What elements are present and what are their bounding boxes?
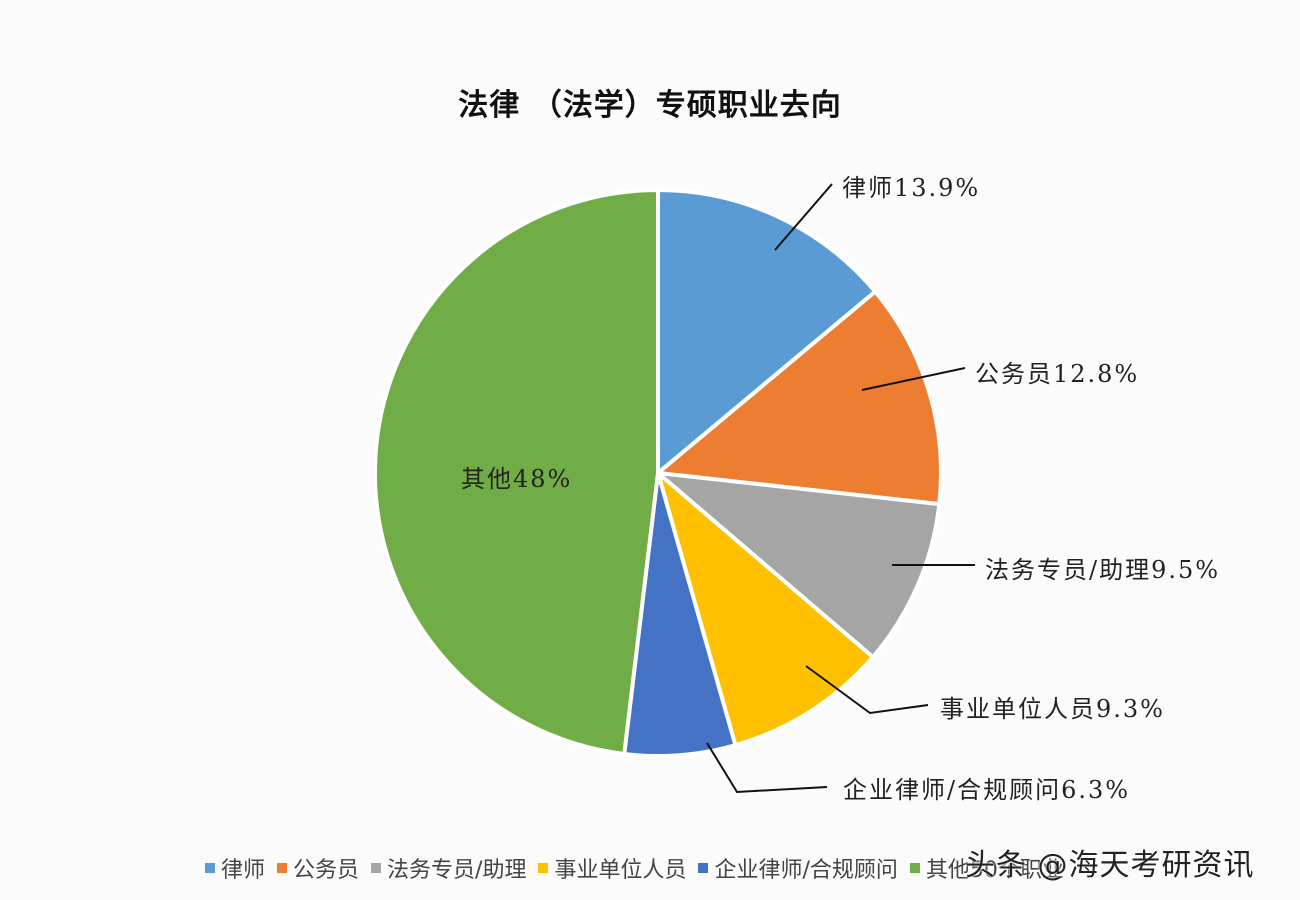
legend-label: 企业律师/合规顾问: [714, 858, 898, 883]
legend-label: 律师: [221, 858, 266, 883]
pie-slices: [373, 187, 943, 758]
leader-line-lawyer: [774, 183, 833, 251]
label-other: 其他48%: [461, 465, 573, 493]
pie-slice-civil-servant[interactable]: [653, 288, 943, 507]
leader-line-corporate: [706, 742, 828, 794]
legend-item-other[interactable]: 其他50个职业: [909, 852, 1064, 884]
label-corporate-counsel: 企业律师/合规顾问6.3%: [843, 776, 1131, 804]
legend-item-institution-staff[interactable]: 事业单位人员: [538, 852, 686, 884]
legend-label: 其他50个职业: [925, 858, 1064, 883]
pie-slice-legal-specialist[interactable]: [651, 470, 942, 660]
pie-slice-lawyer[interactable]: [656, 187, 879, 478]
label-civil-servant: 公务员12.8%: [975, 360, 1140, 388]
legend-item-civil-servant[interactable]: 公务员: [277, 852, 359, 884]
legend-item-corporate-counsel[interactable]: 企业律师/合规顾问: [698, 852, 898, 884]
legend-swatch-icon: [205, 863, 215, 873]
legend-item-lawyer[interactable]: 律师: [205, 852, 265, 884]
legend-swatch-icon: [538, 863, 549, 873]
label-lawyer: 律师13.9%: [842, 174, 981, 202]
legend-label: 事业单位人员: [554, 858, 687, 883]
label-institution-staff: 事业单位人员9.3%: [940, 695, 1165, 723]
legend-swatch-icon: [909, 863, 920, 873]
pie-slice-other[interactable]: [373, 187, 660, 757]
leader-lines: [706, 183, 975, 794]
chart-title: 法律 （法学）专硕职业去向: [458, 88, 842, 123]
leader-line-civil-servant: [861, 367, 966, 391]
legend: 律师 公务员 法务专员/助理 事业单位人员 企业律师/合规顾问 其他50个职业: [205, 852, 1076, 884]
legend-label: 法务专员/助理: [387, 858, 527, 883]
legend-item-legal-specialist[interactable]: 法务专员/助理: [371, 852, 526, 884]
pie-slice-institution-staff[interactable]: [654, 467, 876, 748]
legend-swatch-icon: [371, 863, 382, 873]
legend-swatch-icon: [698, 863, 709, 873]
label-legal-specialist: 法务专员/助理9.5%: [985, 556, 1221, 584]
watermark: 头条 @海天考研资讯: [965, 848, 1255, 883]
leader-line-institution: [805, 665, 929, 715]
legend-label: 公务员: [293, 858, 360, 883]
pie-slice-corporate-counsel[interactable]: [622, 472, 738, 758]
legend-swatch-icon: [277, 863, 288, 873]
